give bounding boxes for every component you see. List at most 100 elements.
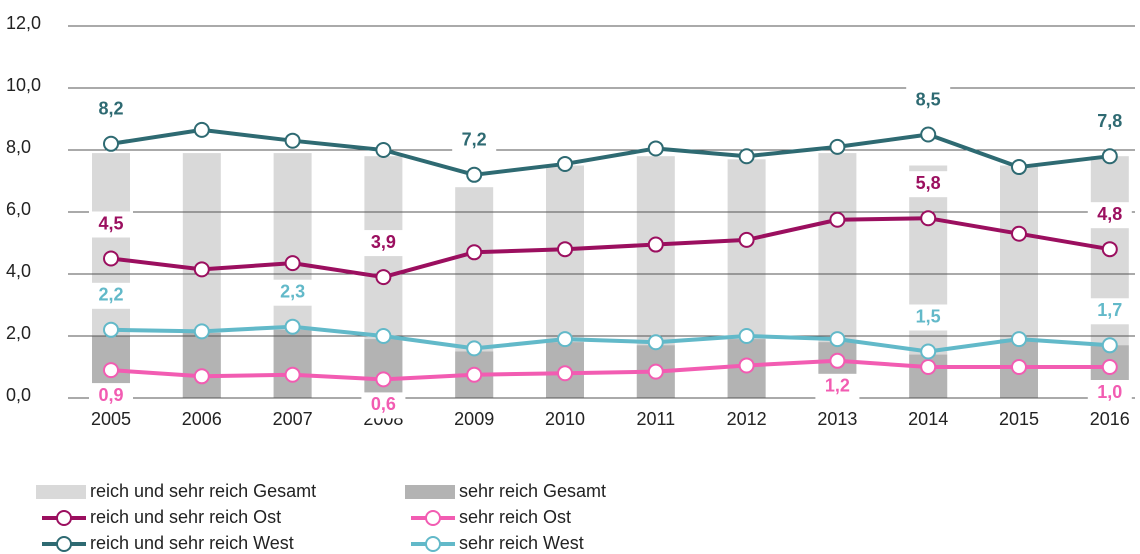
legend-swatch	[56, 536, 72, 552]
value-label: 7,8	[1097, 111, 1122, 131]
marker	[647, 363, 664, 380]
value-label: 8,5	[916, 89, 941, 109]
legend-swatch	[425, 536, 441, 552]
value-label: 0,9	[98, 385, 123, 405]
marker	[920, 343, 937, 360]
y-tick-label: 10,0	[6, 75, 41, 95]
marker	[466, 366, 483, 383]
marker	[557, 155, 573, 172]
x-tick-label: 2013	[817, 409, 857, 429]
marker	[193, 121, 210, 138]
x-tick-label: 2009	[454, 409, 494, 429]
marker	[284, 366, 301, 383]
y-tick-label: 0,0	[6, 385, 31, 405]
value-label: 1,2	[825, 376, 850, 396]
marker	[920, 359, 937, 375]
x-tick-label: 2005	[91, 409, 131, 429]
y-tick-label: 2,0	[6, 323, 31, 343]
label-bg	[89, 96, 133, 123]
line	[110, 216, 1111, 280]
marker	[375, 328, 392, 344]
x-tick-label: 2012	[727, 409, 767, 429]
marker	[1101, 241, 1118, 258]
y-tick-label: 8,0	[6, 137, 31, 157]
x-tick-label: 2014	[908, 409, 948, 429]
marker	[738, 148, 755, 165]
legend-label: reich und sehr reich West	[90, 533, 294, 553]
marker	[557, 241, 573, 258]
value-label: 2,3	[280, 281, 305, 301]
value-label: 1,5	[916, 306, 941, 326]
marker	[829, 211, 846, 228]
label-bg	[270, 279, 315, 306]
x-tick-label: 2016	[1090, 409, 1130, 429]
x-tick-label: 2011	[636, 409, 675, 429]
legend-label: reich und sehr reich Ost	[90, 507, 281, 527]
x-tick-label: 2015	[999, 409, 1039, 429]
marker	[920, 210, 937, 227]
marker	[284, 132, 301, 149]
marker	[647, 140, 664, 157]
marker	[103, 321, 119, 338]
marker	[647, 236, 664, 253]
marker	[1101, 337, 1118, 354]
x-tick-label: 2007	[273, 409, 313, 429]
value-label: 4,8	[1097, 204, 1122, 224]
value-label: 2,2	[98, 285, 123, 305]
marker	[193, 368, 210, 385]
marker	[647, 334, 664, 351]
label-bg	[89, 211, 133, 238]
label-bg	[906, 87, 951, 114]
line	[110, 127, 1111, 177]
marker	[1011, 225, 1027, 242]
label-bg	[906, 304, 951, 331]
legend-label: reich und sehr reich Gesamt	[90, 481, 316, 501]
value-label: 4,5	[98, 213, 123, 233]
bar	[182, 332, 221, 398]
marker	[103, 250, 119, 267]
value-label: 7,2	[462, 130, 487, 150]
marker	[466, 166, 483, 183]
value-label: 5,8	[916, 173, 941, 193]
marker	[103, 135, 119, 152]
marker	[193, 261, 210, 278]
label-bg	[1087, 380, 1132, 406]
value-label: 3,9	[371, 232, 396, 252]
x-tick-label: 2010	[545, 409, 585, 429]
value-label: 1,7	[1097, 300, 1122, 320]
legend-swatch	[56, 510, 72, 526]
marker	[738, 357, 755, 374]
marker	[920, 126, 937, 143]
line	[110, 358, 1110, 382]
y-tick-label: 12,0	[6, 13, 41, 33]
label-bg	[1087, 298, 1132, 325]
marker	[1011, 159, 1027, 176]
legend-swatch	[405, 485, 455, 499]
label-bg	[89, 282, 133, 309]
value-label: 0,6	[371, 394, 396, 414]
label-bg	[906, 171, 951, 198]
value-label: 8,2	[98, 99, 123, 119]
y-tick-label: 6,0	[6, 199, 31, 219]
x-tick-label: 2006	[182, 409, 222, 429]
label-bg	[1087, 202, 1132, 229]
label-bg	[452, 127, 497, 154]
label-bg	[815, 373, 860, 400]
marker	[1101, 359, 1118, 375]
marker	[738, 231, 755, 248]
marker	[284, 318, 301, 335]
line	[110, 324, 1110, 354]
marker	[284, 255, 301, 272]
marker	[375, 142, 392, 158]
marker	[1011, 359, 1027, 375]
bar	[273, 329, 312, 398]
legend-swatch	[36, 485, 86, 499]
label-bg	[1087, 109, 1132, 136]
label-bg	[361, 392, 406, 419]
marker	[557, 365, 573, 382]
value-label: 1,0	[1097, 382, 1122, 402]
marker	[738, 328, 755, 344]
marker	[829, 331, 846, 348]
label-bg	[361, 230, 406, 257]
legend-swatch	[425, 510, 441, 526]
